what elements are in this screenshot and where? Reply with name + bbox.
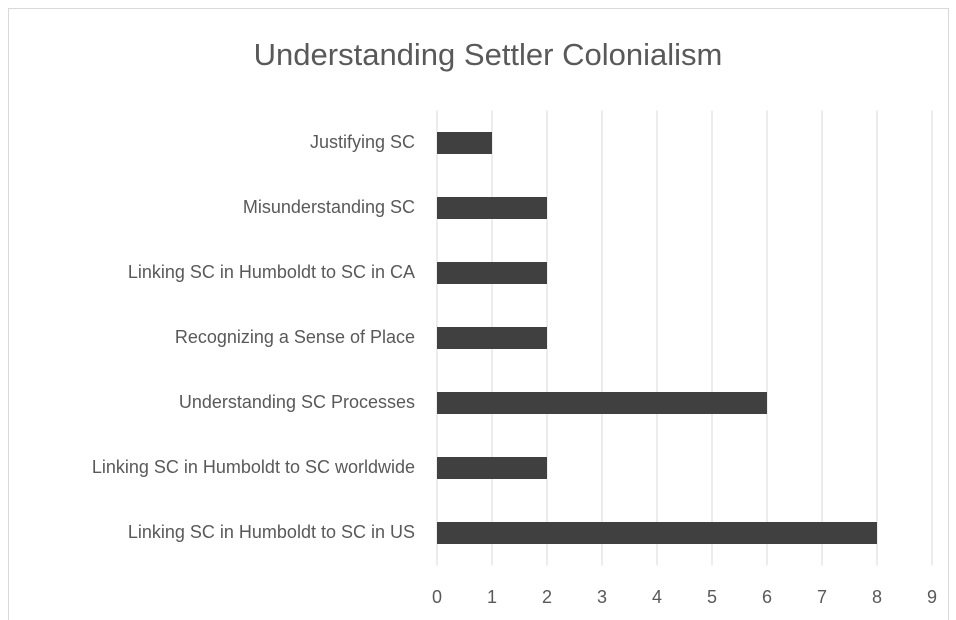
x-tick-label: 3 [597, 587, 607, 607]
x-tick-label: 5 [707, 587, 717, 607]
y-tick-label: Linking SC in Humboldt to SC in US [128, 522, 415, 542]
y-tick-label: Linking SC in Humboldt to SC worldwide [92, 457, 415, 477]
x-tick-label: 4 [652, 587, 662, 607]
y-tick-label: Understanding SC Processes [179, 392, 415, 412]
y-tick-label: Justifying SC [310, 132, 415, 152]
x-tick-label: 7 [817, 587, 827, 607]
y-tick-label: Recognizing a Sense of Place [175, 327, 415, 347]
bar [437, 132, 492, 154]
bar [437, 522, 877, 544]
y-tick-label: Linking SC in Humboldt to SC in CA [128, 262, 415, 282]
x-tick-label: 2 [542, 587, 552, 607]
x-tick-label: 6 [762, 587, 772, 607]
x-tick-label: 0 [432, 587, 442, 607]
x-tick-label: 1 [487, 587, 497, 607]
bar [437, 262, 547, 284]
bar [437, 392, 767, 414]
x-tick-label: 8 [872, 587, 882, 607]
bar [437, 457, 547, 479]
y-tick-label: Misunderstanding SC [243, 197, 415, 217]
chart-title: Understanding Settler Colonialism [254, 37, 723, 72]
bar [437, 197, 547, 219]
chart-border [8, 8, 949, 620]
x-tick-label: 9 [927, 587, 937, 607]
bar [437, 327, 547, 349]
